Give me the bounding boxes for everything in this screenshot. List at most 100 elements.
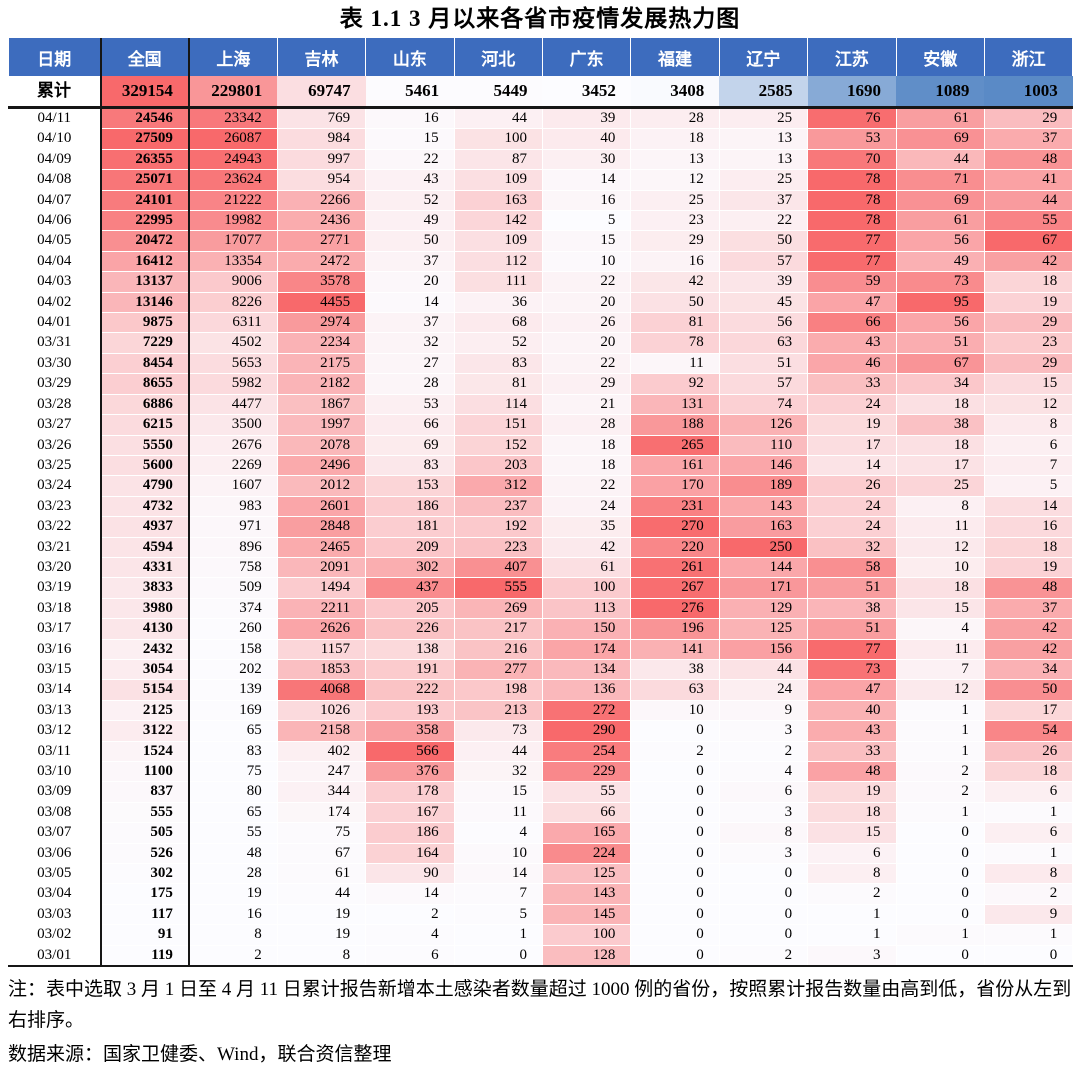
heatmap-cell: 0: [630, 822, 720, 844]
date-cell: 03/09: [8, 781, 102, 803]
heatmap-cell: 2436: [276, 210, 367, 232]
heatmap-cell: 29: [541, 373, 632, 395]
date-cell: 04/03: [8, 271, 102, 293]
heatmap-cell: 42: [630, 271, 720, 293]
heatmap-cell: 13: [630, 148, 720, 171]
heatmap-cell: 83: [365, 454, 455, 477]
heatmap-cell: 66: [365, 414, 455, 436]
heatmap-cell: 131: [630, 393, 720, 416]
heatmap-cell: 39: [541, 106, 632, 130]
heatmap-cell: 40: [541, 128, 632, 150]
heatmap-cell: 4331: [99, 556, 190, 579]
heatmap-cell: 25: [630, 189, 720, 212]
column-header-辽宁: 辽宁: [718, 38, 809, 76]
heatmap-cell: 0: [630, 801, 720, 824]
heatmap-cell: 50: [983, 679, 1074, 701]
heatmap-cell: 15: [453, 781, 543, 803]
heatmap-cell: 19: [276, 924, 367, 946]
heatmap-cell: 13: [718, 128, 809, 150]
table-row: 03/21 4594 896 2465 209 223 42 220 250 32 12 18: [8, 536, 1074, 558]
table-row: 03/27 6215 3500 1997 66 151 28 188 126 19 38 8: [8, 414, 1074, 436]
heatmap-cell: 2472: [276, 250, 367, 273]
date-cell: 03/07: [8, 822, 102, 844]
cumulative-cell: 2585: [719, 76, 808, 109]
heatmap-cell: 20: [541, 332, 632, 354]
heatmap-cell: 1: [895, 720, 985, 742]
heatmap-cell: 49: [895, 250, 985, 273]
heatmap-cell: 51: [807, 618, 897, 640]
heatmap-cell: 2078: [276, 434, 367, 456]
table-row: 03/17 4130 260 2626 226 217 150 196 125 51 4 42: [8, 618, 1074, 640]
heatmap-cell: 6215: [99, 414, 190, 436]
heatmap-cell: 10: [541, 250, 632, 273]
heatmap-cell: 156: [718, 638, 809, 660]
heatmap-cell: 997: [276, 148, 367, 171]
heatmap-cell: 277: [453, 658, 543, 681]
heatmap-cell: 229: [541, 760, 632, 783]
date-cell: 03/01: [8, 944, 102, 968]
heatmap-cell: 70: [807, 148, 897, 171]
heatmap-cell: 3054: [99, 658, 190, 681]
heatmap-cell: 6: [365, 944, 455, 968]
heatmap-cell: 7: [453, 883, 543, 905]
heatmap-cell: 36: [453, 291, 543, 314]
heatmap-cell: 23342: [188, 106, 278, 130]
date-cell: 03/16: [8, 638, 102, 660]
heatmap-cell: 8: [276, 944, 367, 968]
heatmap-cell: 126: [718, 414, 809, 436]
table-row: 03/30 8454 5653 2175 27 83 22 11 51 46 67 29: [8, 352, 1074, 375]
heatmap-cell: 0: [718, 924, 809, 946]
heatmap-cell: 0: [630, 903, 720, 926]
heatmap-cell: 0: [630, 944, 720, 968]
column-header-row: 日期 全国 上海 吉林 山东 河北 广东 福建 辽宁 江苏 安徽 浙江: [8, 38, 1074, 76]
heatmap-cell: 141: [630, 638, 720, 660]
heatmap-cell: 6: [807, 842, 897, 865]
heatmap-cell: 6311: [188, 312, 278, 334]
column-header-江苏: 江苏: [807, 38, 897, 76]
heatmap-cell: 18: [983, 536, 1074, 558]
heatmap-cell: 18: [983, 271, 1074, 293]
heatmap-cell: 114: [453, 393, 543, 416]
heatmap-cell: 16: [541, 189, 632, 212]
table-row: 04/01 9875 6311 2974 37 68 26 81 56 66 56 29: [8, 312, 1074, 334]
cumulative-cell: 1003: [984, 76, 1073, 109]
heatmap-cell: 61: [541, 556, 632, 579]
heatmap-cell: 269: [453, 597, 543, 620]
heatmap-cell: 1: [895, 740, 985, 763]
heatmap-cell: 6: [983, 781, 1074, 803]
heatmap-cell: 78: [807, 210, 897, 232]
heatmap-cell: 167: [365, 801, 455, 824]
date-cell: 03/03: [8, 903, 102, 926]
heatmap-cell: 4594: [99, 536, 190, 558]
heatmap-cell: 28: [365, 373, 455, 395]
heatmap-cell: 68: [453, 312, 543, 334]
heatmap-cell: 54: [983, 720, 1074, 742]
table-row: 03/18 3980 374 2211 205 269 113 276 129 38 15 37: [8, 597, 1074, 620]
heatmap-cell: 24: [718, 679, 809, 701]
heatmap-cell: 44: [453, 740, 543, 763]
heatmap-cell: 2211: [276, 597, 367, 620]
heatmap-cell: 312: [453, 475, 543, 497]
heatmap-cell: 164: [365, 842, 455, 865]
heatmap-cell: 15: [983, 373, 1074, 395]
heatmap-cell: 0: [895, 903, 985, 926]
heatmap-cell: 28: [630, 106, 720, 130]
heatmap-cell: 158: [188, 638, 278, 660]
heatmap-cell: 2771: [276, 230, 367, 252]
heatmap-cell: 163: [718, 516, 809, 538]
cumulative-cell: 229801: [188, 76, 278, 109]
heatmap-cell: 47: [807, 291, 897, 314]
heatmap-cell: 145: [541, 903, 632, 926]
heatmap-cell: 971: [188, 516, 278, 538]
heatmap-cell: 5154: [99, 679, 190, 701]
heatmap-cell: 1607: [188, 475, 278, 497]
heatmap-cell: 954: [276, 169, 367, 191]
table-title: 表 1.1 3 月以来各省市疫情发展热力图: [339, 6, 741, 31]
heatmap-cell: 0: [630, 863, 720, 885]
heatmap-cell: 26: [807, 475, 897, 497]
heatmap-cell: 4502: [188, 332, 278, 354]
table-row: 04/10 27509 26087 984 15 100 40 18 13 53 69 37: [8, 128, 1074, 150]
heatmap-cell: 48: [807, 760, 897, 783]
heatmap-cell: 2175: [276, 352, 367, 375]
heatmap-cell: 2266: [276, 189, 367, 212]
